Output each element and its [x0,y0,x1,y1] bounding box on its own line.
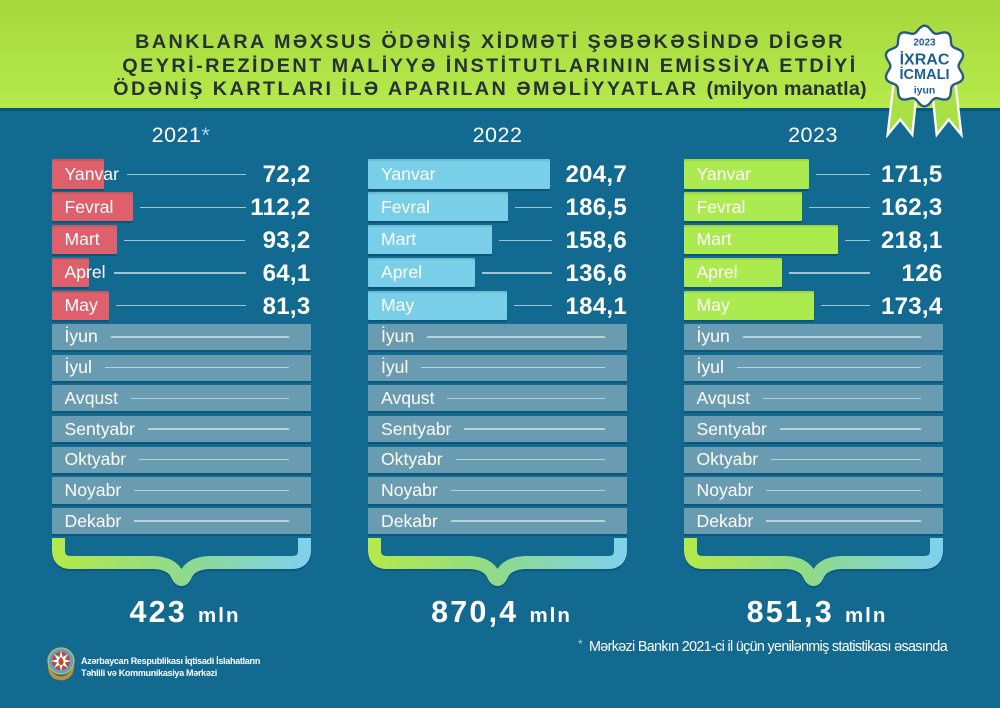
svg-text:İCMALI: İCMALI [900,66,950,83]
svg-text:İXRAC: İXRAC [900,51,950,69]
svg-text:2023: 2023 [913,38,936,49]
svg-text:iyun: iyun [914,85,936,97]
